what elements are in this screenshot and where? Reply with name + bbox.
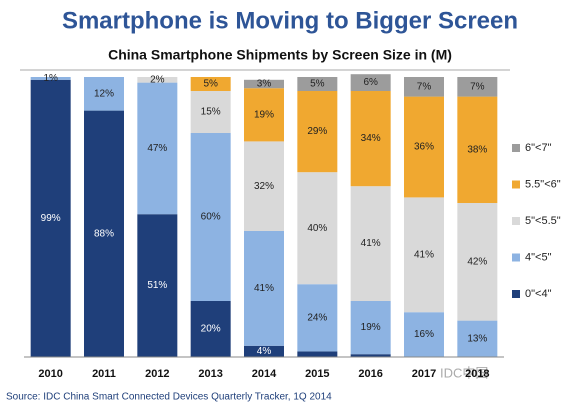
data-label: 2%: [150, 74, 165, 85]
data-label: 32%: [254, 181, 274, 192]
data-label: 24%: [307, 312, 327, 323]
bar-segment: [30, 77, 71, 80]
data-label: 41%: [361, 238, 381, 249]
x-tick-label: 2018: [465, 368, 489, 380]
x-tick-label: 2011: [92, 368, 116, 380]
bar-segment: [244, 88, 284, 142]
bar-segment: [297, 284, 338, 352]
bar-segment: [457, 77, 498, 97]
data-label: 41%: [414, 249, 434, 260]
data-label: 1%: [43, 73, 58, 84]
bar-segment: [350, 91, 391, 187]
source-note: Source: IDC China Smart Connected Device…: [6, 392, 332, 403]
bar-segment: [297, 351, 338, 357]
data-label: 16%: [414, 329, 434, 340]
bar-segment: [244, 231, 284, 346]
data-label: 7%: [417, 81, 432, 92]
data-label: 5%: [203, 79, 218, 90]
data-label: 88%: [94, 228, 114, 239]
legend-swatch: [512, 144, 520, 152]
x-tick-label: 2015: [305, 368, 329, 380]
chart-title: Smartphone is Moving to Bigger Screen: [62, 7, 518, 34]
data-label: 47%: [147, 143, 167, 154]
data-label: 4%: [257, 346, 272, 357]
bar-segment: [297, 91, 338, 173]
bar-segment: [350, 354, 391, 357]
legend-label: 5.5"<6": [525, 178, 561, 190]
legend-swatch: [512, 180, 520, 189]
x-tick-label: 2012: [145, 368, 169, 380]
bar-segment: [404, 96, 444, 198]
data-label: 34%: [361, 133, 381, 144]
bar-segment: [404, 77, 444, 97]
data-label: 29%: [307, 126, 327, 137]
bar-segment: [404, 197, 444, 313]
bar-segment: [84, 110, 124, 357]
bar-segment: [190, 77, 231, 91]
bar-segment: [190, 91, 231, 133]
x-tick-label: 2016: [358, 368, 382, 380]
x-tick-label: 2010: [38, 368, 62, 380]
bar-segment: [457, 320, 498, 357]
data-label: 19%: [361, 322, 381, 333]
legend-swatch: [512, 290, 520, 298]
x-tick-label: 2013: [198, 368, 222, 380]
bar-segment: [244, 141, 284, 231]
legend-label: 0"<4": [525, 288, 552, 300]
bar-segment: [350, 74, 391, 91]
legend-swatch: [512, 253, 520, 262]
data-label: 38%: [467, 144, 487, 155]
legend-label: 4"<5": [525, 251, 552, 263]
data-label: 20%: [201, 324, 221, 335]
bar-segment: [190, 133, 231, 301]
data-label: 41%: [254, 283, 274, 294]
data-label: 36%: [414, 142, 434, 153]
bar-segment: [297, 77, 338, 91]
data-label: 3%: [257, 79, 272, 90]
bar-segment: [30, 79, 71, 358]
x-tick-label: 2017: [412, 368, 436, 380]
data-label: 7%: [470, 81, 485, 92]
bar-segment: [137, 82, 178, 215]
bar-segment: [137, 77, 178, 83]
bar-segment: [244, 79, 284, 89]
data-label: 15%: [201, 107, 221, 118]
bar-segment: [190, 301, 231, 357]
bar-segment: [244, 345, 284, 357]
bar-segment: [457, 96, 498, 203]
legend-label: 6"<7": [525, 142, 552, 154]
data-label: 12%: [94, 88, 114, 99]
data-label: 51%: [147, 280, 167, 291]
data-label: 19%: [254, 109, 274, 120]
data-label: 60%: [201, 212, 221, 223]
bar-segment: [404, 312, 444, 357]
legend-swatch: [512, 217, 520, 225]
data-label: 13%: [467, 333, 487, 344]
chart-subtitle: China Smartphone Shipments by Screen Siz…: [108, 47, 452, 63]
bar-segment: [84, 77, 124, 111]
bar-segment: [350, 301, 391, 355]
bar-segment: [137, 214, 178, 357]
legend-label: 5"<5.5": [525, 215, 561, 227]
data-label: 6%: [363, 77, 378, 88]
data-label: 5%: [310, 79, 325, 90]
data-label: 42%: [467, 256, 487, 267]
data-label: 40%: [307, 223, 327, 234]
data-label: 99%: [41, 213, 61, 224]
bar-segment: [297, 172, 338, 285]
watermark: IDC中国: [440, 365, 488, 380]
bar-segment: [457, 203, 498, 321]
bar-segment: [350, 186, 391, 301]
x-tick-label: 2014: [252, 368, 277, 380]
